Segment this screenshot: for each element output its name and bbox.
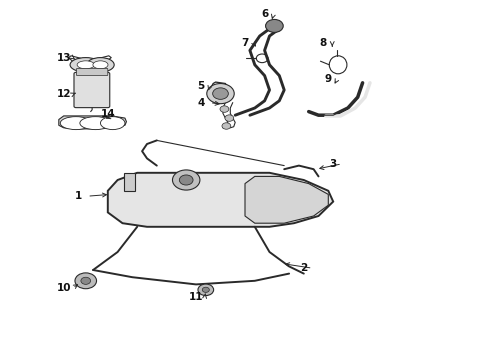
- Text: 14: 14: [100, 109, 115, 120]
- Text: 5: 5: [197, 81, 204, 91]
- Text: 4: 4: [197, 98, 205, 108]
- Text: 12: 12: [56, 89, 71, 99]
- Ellipse shape: [60, 117, 92, 130]
- Ellipse shape: [87, 58, 114, 72]
- Text: 11: 11: [189, 292, 203, 302]
- Ellipse shape: [93, 61, 108, 69]
- Circle shape: [213, 88, 228, 99]
- Circle shape: [198, 284, 214, 296]
- Polygon shape: [108, 173, 333, 227]
- Circle shape: [207, 84, 234, 104]
- Text: 2: 2: [300, 263, 307, 273]
- Circle shape: [220, 106, 229, 112]
- Circle shape: [81, 277, 91, 284]
- Circle shape: [75, 273, 97, 289]
- Circle shape: [266, 19, 283, 32]
- Ellipse shape: [100, 117, 125, 130]
- Text: 8: 8: [320, 38, 327, 48]
- Text: 1: 1: [75, 191, 82, 201]
- Polygon shape: [245, 176, 328, 223]
- Ellipse shape: [80, 117, 111, 130]
- Circle shape: [202, 287, 209, 292]
- Polygon shape: [59, 116, 126, 129]
- Circle shape: [222, 123, 231, 129]
- Text: 3: 3: [330, 159, 337, 169]
- Circle shape: [179, 175, 193, 185]
- Text: 10: 10: [56, 283, 71, 293]
- Ellipse shape: [77, 61, 95, 69]
- Text: 7: 7: [241, 38, 249, 48]
- FancyBboxPatch shape: [124, 173, 135, 191]
- Circle shape: [225, 115, 234, 121]
- Text: 9: 9: [325, 74, 332, 84]
- Circle shape: [172, 170, 200, 190]
- FancyBboxPatch shape: [76, 68, 108, 76]
- FancyBboxPatch shape: [74, 72, 110, 108]
- Text: 13: 13: [56, 53, 71, 63]
- Ellipse shape: [70, 58, 101, 72]
- Text: 6: 6: [261, 9, 268, 19]
